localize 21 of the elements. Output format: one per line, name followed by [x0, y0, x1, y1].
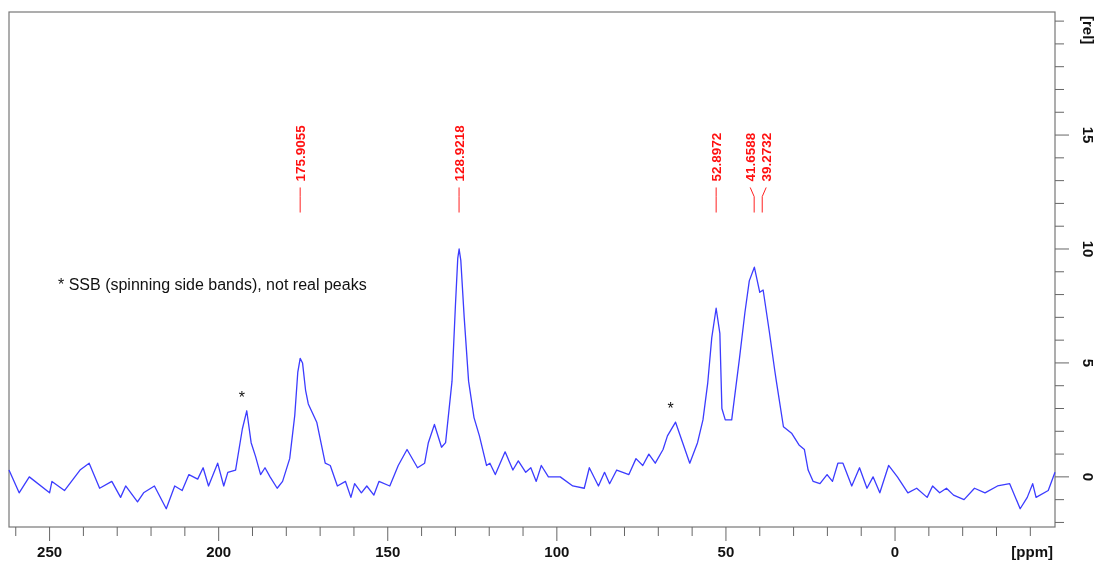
annotation: 128.9218	[452, 124, 468, 182]
y-axis-title: [rel]	[1080, 16, 1097, 45]
x-tick-label: 0	[890, 543, 900, 560]
annotation: 41.6588	[743, 132, 759, 182]
x-axis-title: [ppm]	[1011, 543, 1053, 560]
x-tick-label: 200	[206, 543, 232, 560]
annotation: *	[238, 388, 245, 406]
annotation: 39.2732	[759, 132, 775, 182]
y-tick-label: 15	[1080, 126, 1097, 144]
line-series	[8, 248, 1056, 510]
y-tick-label: 5	[1080, 358, 1097, 368]
annotation: *	[667, 400, 674, 418]
x-tick-label: 150	[375, 543, 401, 560]
y-tick-label: 0	[1080, 472, 1097, 482]
annotation: 175.9055	[293, 124, 309, 182]
y-tick-label: 10	[1080, 240, 1097, 258]
x-tick-label: 250	[37, 543, 63, 560]
x-tick-label: 100	[544, 543, 570, 560]
x-tick-label: 50	[717, 543, 735, 560]
annotation: * SSB (spinning side bands), not real peaks	[58, 276, 367, 293]
annotation: 52.8972	[709, 132, 725, 182]
